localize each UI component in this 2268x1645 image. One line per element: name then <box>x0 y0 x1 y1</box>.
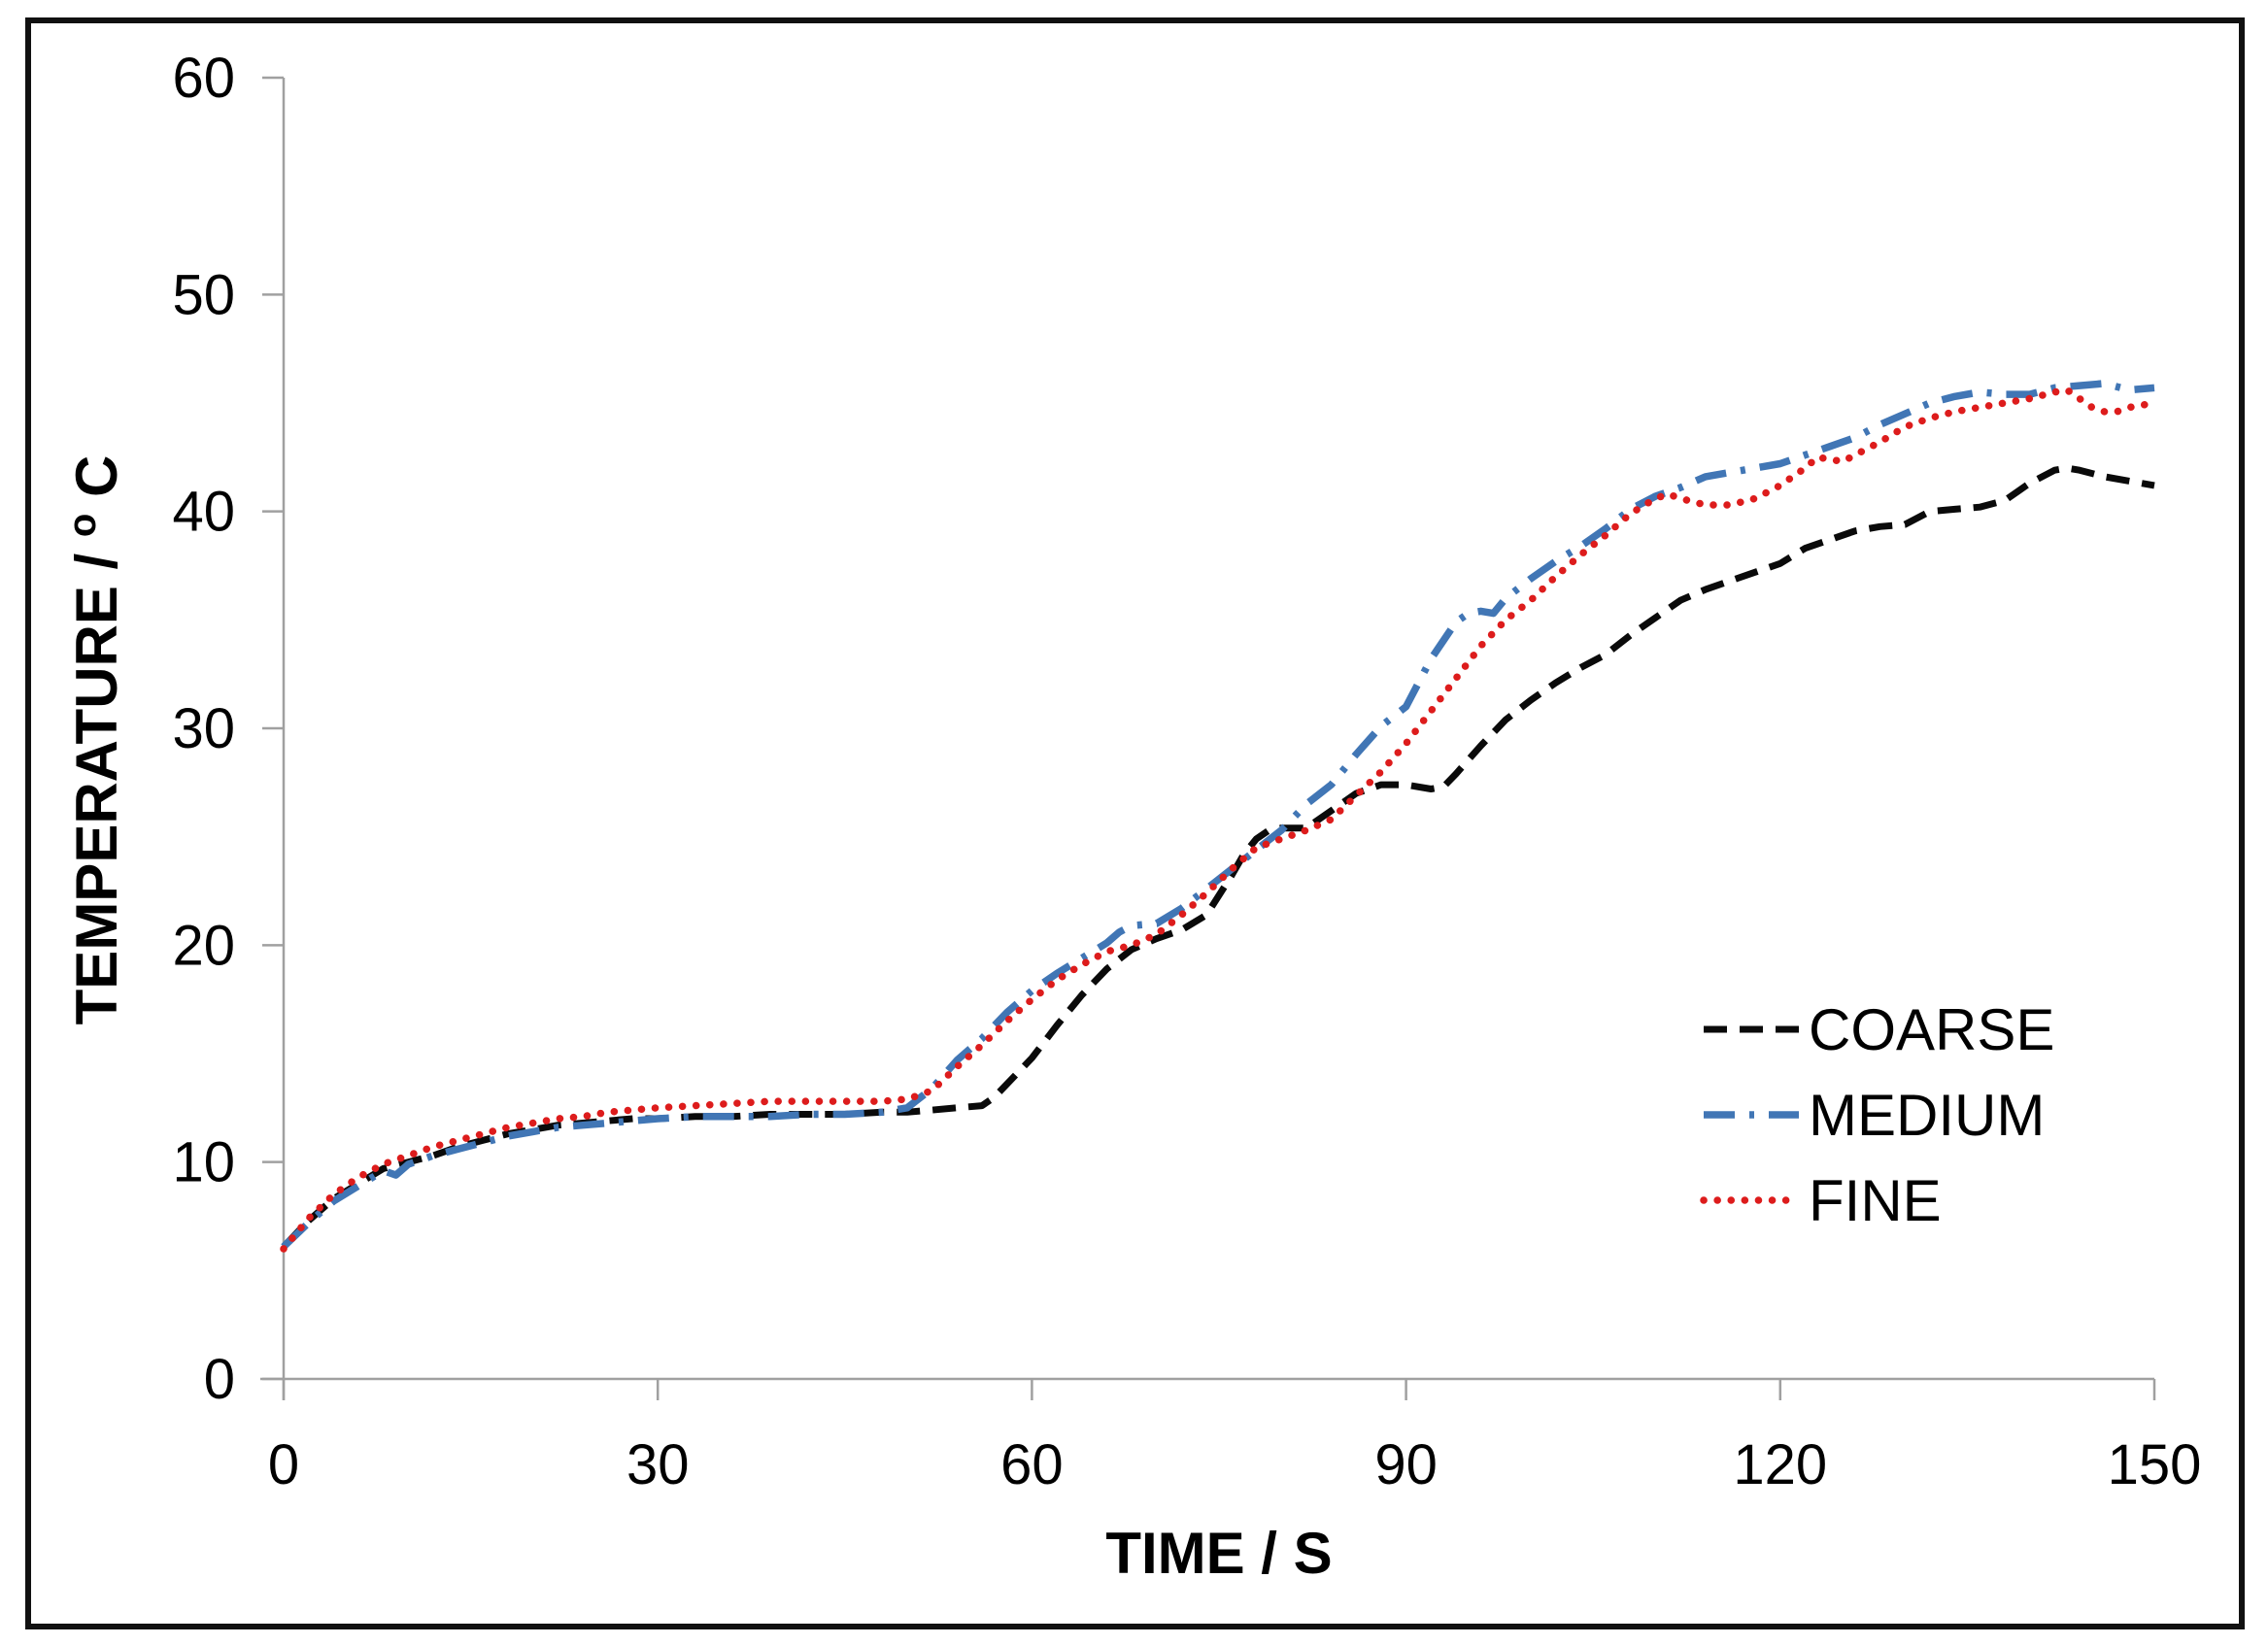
x-tick-label: 90 <box>1374 1433 1438 1496</box>
legend-item-medium: MEDIUM <box>1704 1083 2045 1148</box>
axes: 0 30 60 90 120 150 0 10 20 30 40 50 60 <box>172 47 2201 1496</box>
series-lines <box>280 380 2158 1253</box>
y-tick-label: 50 <box>172 263 235 326</box>
y-tick-label: 10 <box>172 1131 235 1194</box>
y-tick-label: 0 <box>204 1348 235 1411</box>
y-axis-title-superscript: o <box>61 514 104 537</box>
x-tick-label: 30 <box>626 1433 690 1496</box>
figure-border <box>25 17 2245 1629</box>
series-line-coarse <box>281 464 2155 1250</box>
series-line-medium <box>281 380 2155 1250</box>
legend-item-coarse: COARSE <box>1704 997 2054 1062</box>
legend-label-coarse: COARSE <box>1809 997 2054 1062</box>
legend-label-fine: FINE <box>1809 1168 1942 1233</box>
legend-item-fine: FINE <box>1700 1168 1942 1233</box>
y-tick-label: 20 <box>172 914 235 977</box>
x-axis-title: TIME / S <box>1105 1521 1332 1586</box>
y-axis-title: TEMPERATURE / o C <box>43 455 129 1025</box>
x-tick-label: 120 <box>1733 1433 1827 1496</box>
y-axis-title-suffix: C <box>64 455 129 497</box>
y-tick-label: 40 <box>172 481 235 544</box>
legend-label-medium: MEDIUM <box>1809 1083 2045 1148</box>
series-line-fine <box>280 386 2158 1253</box>
y-axis-title-prefix: TEMPERATURE / <box>64 537 129 1024</box>
x-tick-label: 60 <box>1000 1433 1064 1496</box>
legend: COARSE MEDIUM FINE <box>1700 997 2054 1233</box>
x-tick-label: 150 <box>2108 1433 2202 1496</box>
y-tick-label: 30 <box>172 697 235 760</box>
y-tick-label: 60 <box>172 47 235 110</box>
x-tick-label: 0 <box>268 1433 299 1496</box>
